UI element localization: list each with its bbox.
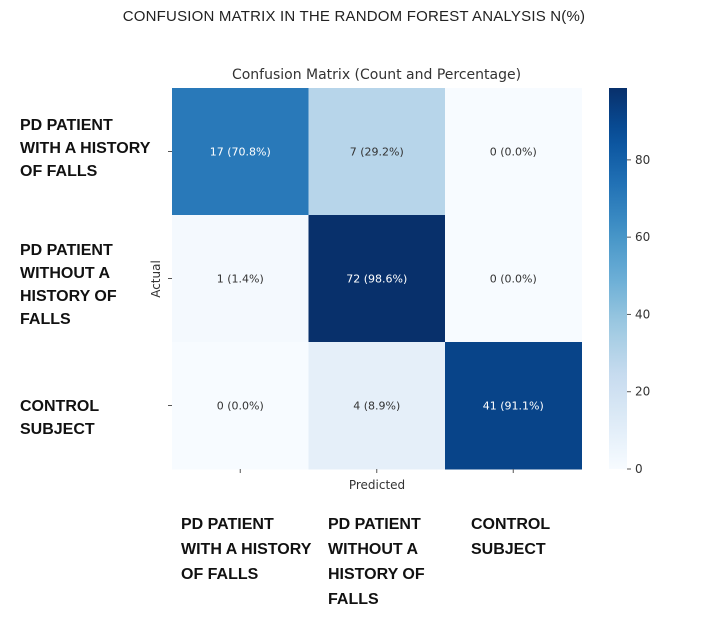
- row-label-line: FALLS: [20, 311, 71, 328]
- cell-label: 4 (8.9%): [353, 400, 400, 413]
- col-label-control: CONTROL SUBJECT: [471, 512, 550, 562]
- heatmap-cell: [308, 215, 446, 343]
- row-label-control: CONTROL SUBJECT: [20, 395, 99, 441]
- col-label-pd-with-falls: PD PATIENT WITH A HISTORY OF FALLS: [181, 512, 311, 587]
- x-axis-label: Predicted: [349, 478, 405, 492]
- col-label-line: CONTROL: [471, 516, 551, 533]
- col-label-line: WITHOUT A: [328, 541, 419, 558]
- col-label-line: PD PATIENT: [328, 516, 421, 533]
- row-label-line: WITHOUT A: [20, 265, 111, 282]
- col-label-pd-without-falls: PD PATIENT WITHOUT A HISTORY OF FALLS: [328, 512, 425, 612]
- col-label-line: OF FALLS: [181, 566, 259, 583]
- cell-label: 0 (0.0%): [217, 400, 264, 413]
- colorbar-tick-label: 80: [635, 153, 650, 167]
- cell-label: 41 (91.1%): [483, 400, 544, 413]
- cell-label: 17 (70.8%): [210, 146, 271, 159]
- heatmap-cell: [308, 88, 446, 216]
- col-label-line: PD PATIENT: [181, 516, 274, 533]
- colorbar-tick-label: 40: [635, 307, 650, 321]
- cell-label: 0 (0.0%): [490, 273, 537, 286]
- col-label-line: FALLS: [328, 591, 379, 608]
- colorbar-tick-label: 20: [635, 385, 650, 399]
- y-axis-label: Actual: [149, 260, 163, 298]
- row-label-line: SUBJECT: [20, 421, 95, 438]
- heatmap-cell: [445, 342, 582, 470]
- heatmap-cell: [445, 215, 582, 343]
- heatmap-cell: [445, 88, 582, 216]
- page-title: CONFUSION MATRIX IN THE RANDOM FOREST AN…: [122, 8, 586, 25]
- row-label-pd-with-falls: PD PATIENT WITH A HISTORY OF FALLS: [20, 114, 150, 183]
- cell-label: 1 (1.4%): [217, 273, 264, 286]
- row-label-line: PD PATIENT: [20, 117, 113, 134]
- heatmap-cell: [172, 342, 309, 470]
- heatmap-cell: [172, 88, 309, 216]
- cell-label: 0 (0.0%): [490, 146, 537, 159]
- cell-label: 72 (98.6%): [346, 273, 407, 286]
- cell-label: 7 (29.2%): [350, 146, 404, 159]
- row-label-line: HISTORY OF: [20, 288, 117, 305]
- colorbar-tick-label: 60: [635, 230, 650, 244]
- col-label-line: WITH A HISTORY: [181, 541, 312, 558]
- col-label-line: SUBJECT: [471, 541, 546, 558]
- col-label-line: HISTORY OF: [328, 566, 425, 583]
- chart-title: Confusion Matrix (Count and Percentage): [231, 67, 522, 83]
- row-label-line: PD PATIENT: [20, 242, 113, 259]
- row-label-line: CONTROL: [20, 398, 100, 415]
- row-label-line: WITH A HISTORY: [20, 140, 151, 157]
- row-label-pd-without-falls: PD PATIENT WITHOUT A HISTORY OF FALLS: [20, 239, 117, 331]
- colorbar-tick-label: 0: [635, 462, 643, 476]
- colorbar: [609, 88, 627, 469]
- heatmap-cell: [172, 215, 309, 343]
- row-label-line: OF FALLS: [20, 163, 98, 180]
- heatmap-cell: [308, 342, 446, 470]
